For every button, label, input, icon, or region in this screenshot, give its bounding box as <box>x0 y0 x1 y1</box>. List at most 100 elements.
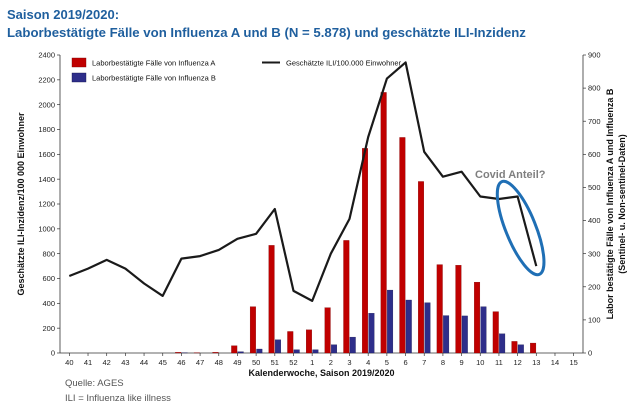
y-left-tick-label: 1800 <box>38 125 55 134</box>
bar-influenza-b <box>461 315 468 354</box>
y-left-tick-label: 600 <box>42 274 55 283</box>
bar-influenza-a <box>231 345 238 354</box>
x-tick-label: 46 <box>177 358 185 367</box>
x-tick-label: 5 <box>385 358 389 367</box>
y-left-tick-label: 2400 <box>38 51 55 60</box>
bar-influenza-a <box>324 307 331 354</box>
bar-influenza-b <box>387 289 394 354</box>
y-axis-right-subtitle: (Sentinel- u. Non-sentinel-Daten) <box>617 134 627 274</box>
x-axis-title: Kalenderwoche, Saison 2019/2020 <box>248 368 394 378</box>
bar-influenza-a <box>399 137 406 354</box>
x-tick-label: 51 <box>271 358 279 367</box>
y-left-tick-label: 800 <box>42 249 55 258</box>
x-tick-label: 6 <box>403 358 407 367</box>
x-tick-label: 40 <box>65 358 73 367</box>
y-right-tick-label: 0 <box>588 349 592 358</box>
y-left-tick-label: 200 <box>42 324 55 333</box>
bar-influenza-b <box>237 351 244 354</box>
bar-influenza-a <box>362 148 368 354</box>
x-tick-label: 14 <box>551 358 559 367</box>
bar-influenza-a <box>455 265 462 354</box>
y-left-tick-label: 1000 <box>38 224 55 233</box>
bar-influenza-b <box>480 306 487 354</box>
y-left-tick-label: 1200 <box>38 200 55 209</box>
x-tick-label: 9 <box>460 358 464 367</box>
bar-influenza-b <box>349 336 356 354</box>
bar-influenza-b <box>405 299 412 354</box>
y-right-tick-label: 500 <box>588 183 601 192</box>
x-tick-label: 42 <box>103 358 111 367</box>
x-tick-label: 52 <box>289 358 297 367</box>
bar-influenza-a <box>343 240 350 354</box>
bar-influenza-a <box>306 329 312 354</box>
y-right-tick-label: 700 <box>588 117 601 126</box>
x-tick-label: 4 <box>366 358 370 367</box>
bar-influenza-a <box>511 341 518 354</box>
x-tick-label: 12 <box>513 358 521 367</box>
y-left-tick-label: 400 <box>42 299 55 308</box>
y-left-tick-label: 2200 <box>38 75 55 84</box>
covid-annotation-label: Covid Anteil? <box>475 169 546 181</box>
y-right-tick-label: 600 <box>588 150 601 159</box>
x-tick-label: 50 <box>252 358 260 367</box>
x-tick-label: 44 <box>140 358 148 367</box>
x-tick-label: 47 <box>196 358 204 367</box>
x-tick-label: 43 <box>121 358 129 367</box>
bar-influenza-b <box>443 315 450 354</box>
y-right-tick-label: 100 <box>588 315 601 324</box>
x-tick-label: 11 <box>495 358 503 367</box>
y-right-tick-label: 400 <box>588 216 601 225</box>
legend-swatch-influenza-b <box>71 72 87 83</box>
x-tick-label: 41 <box>84 358 92 367</box>
legend-label-ili: Geschätzte ILI/100.000 Einwohner <box>286 59 402 68</box>
bar-influenza-b <box>424 302 431 354</box>
y-right-tick-label: 800 <box>588 84 601 93</box>
y-left-tick-label: 1400 <box>38 175 55 184</box>
bar-influenza-a <box>474 281 481 354</box>
x-tick-label: 3 <box>347 358 351 367</box>
bar-influenza-b <box>517 344 524 354</box>
chart-title-line2: Laborbestätigte Fälle von Influenza A un… <box>7 25 526 40</box>
bar-influenza-b <box>293 349 300 354</box>
legend-label-influenza-b: Laborbestätigte Fälle von Influenza B <box>92 74 216 83</box>
bar-influenza-b <box>499 333 506 354</box>
y-right-tick-label: 300 <box>588 249 601 258</box>
y-left-tick-label: 1600 <box>38 150 55 159</box>
bar-influenza-a <box>175 352 182 354</box>
y-right-tick-label: 200 <box>588 282 601 291</box>
bar-influenza-a <box>436 264 443 354</box>
bar-influenza-b <box>275 339 281 354</box>
bar-influenza-a <box>212 352 219 354</box>
x-tick-label: 13 <box>532 358 540 367</box>
ili-line <box>68 61 538 302</box>
ili-note: ILI = Influenza like illness <box>65 393 171 404</box>
x-tick-label: 49 <box>233 358 241 367</box>
bar-influenza-a <box>287 331 294 354</box>
bar-influenza-b <box>312 349 319 354</box>
chart-title-line1: Saison 2019/2020: <box>7 7 120 22</box>
bar-influenza-a <box>380 92 387 354</box>
x-tick-label: 48 <box>215 358 223 367</box>
bar-influenza-a <box>249 306 256 354</box>
bar-influenza-b <box>256 348 263 354</box>
bar-influenza-b <box>368 313 375 354</box>
legend-label-influenza-a: Laborbestätigte Fälle von Influenza A <box>92 59 215 68</box>
bar-influenza-a <box>268 245 275 354</box>
x-tick-label: 7 <box>422 358 426 367</box>
x-tick-label: 10 <box>476 358 484 367</box>
x-tick-label: 45 <box>159 358 167 367</box>
x-tick-label: 8 <box>441 358 445 367</box>
bar-influenza-a <box>418 181 424 354</box>
y-left-tick-label: 0 <box>51 349 55 358</box>
x-tick-label: 2 <box>329 358 333 367</box>
y-left-tick-label: 2000 <box>38 100 55 109</box>
bar-influenza-a <box>530 342 537 354</box>
legend-swatch-influenza-a <box>71 57 87 68</box>
y-axis-left-title: Geschätzte ILI-Inzidenz/100 000 Einwohne… <box>16 112 26 296</box>
x-tick-label: 15 <box>569 358 577 367</box>
bar-influenza-a <box>492 311 499 354</box>
bar-influenza-b <box>331 344 337 354</box>
covid-annotation-ellipse <box>495 179 546 277</box>
x-tick-label: 1 <box>310 358 314 367</box>
